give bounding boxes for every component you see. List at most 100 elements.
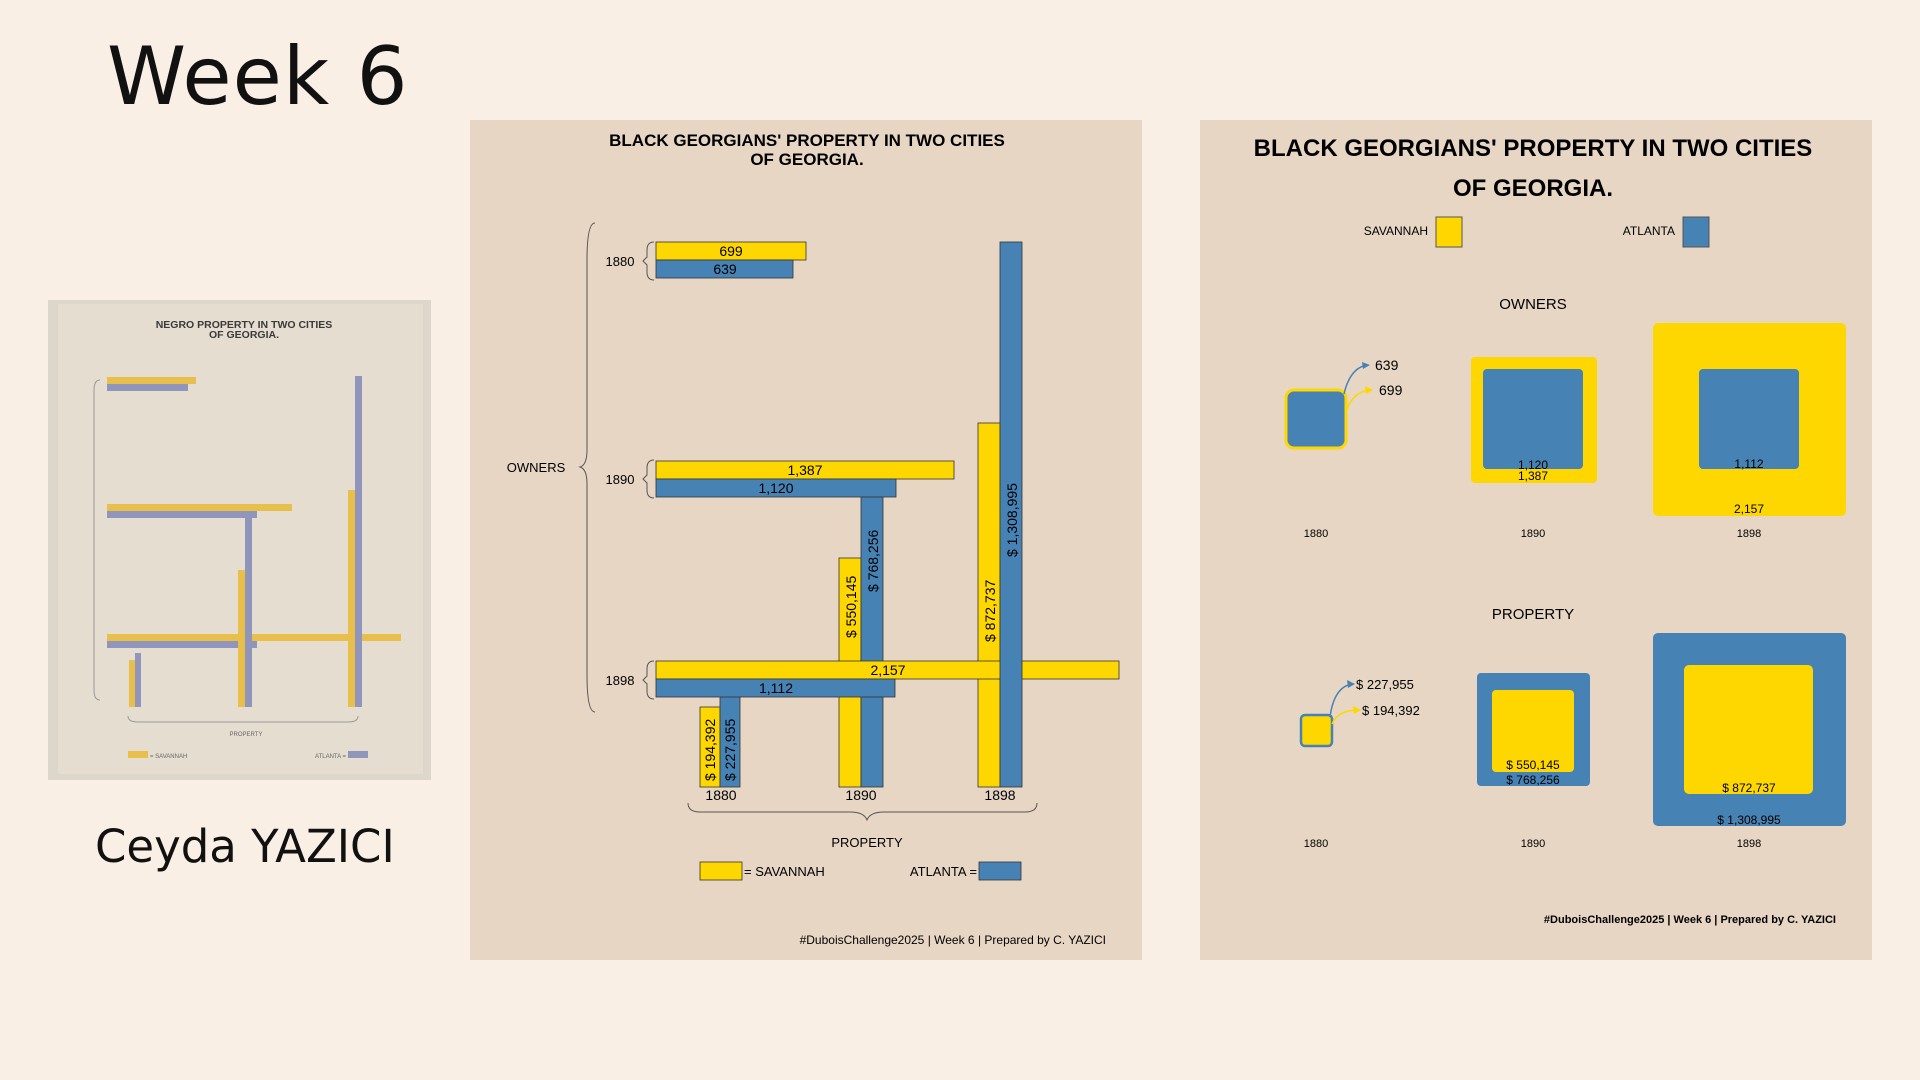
property-label-1880-savannah-r: $ 194,392 (1362, 703, 1420, 718)
owners-label-1890-atlanta-r: 1,120 (1518, 458, 1548, 472)
owners-year-1898: 1898 (606, 673, 635, 688)
owners-label-1898-savannah-r: 2,157 (1734, 502, 1764, 516)
bar-chart-panel: BLACK GEORGIANS' PROPERTY IN TWO CITIES … (470, 120, 1142, 960)
property-label-1890-savannah: $ 550,145 (843, 576, 859, 638)
property-axis-year-1880: 1880 (1304, 838, 1328, 850)
thumbnail-caption: PROPERTY (230, 732, 263, 738)
property-year-1890: 1890 (845, 787, 876, 803)
owners-1880-atlanta-arrow (1343, 364, 1368, 395)
thumb-bar-property-1890-savannah (238, 570, 245, 707)
thumb-brace (93, 379, 101, 701)
property-square-1898-savannah (1684, 665, 1813, 794)
thumb-bar-property-1890-atlanta (245, 511, 252, 707)
bar-chart-svg: BLACK GEORGIANS' PROPERTY IN TWO CITIES … (507, 131, 1120, 947)
property-heading: PROPERTY (1492, 606, 1574, 623)
bar-chart-title-line1: BLACK GEORGIANS' PROPERTY IN TWO CITIES (609, 131, 1005, 150)
thumb-bottom-brace (127, 715, 359, 723)
property-1880-savannah-arrowhead (1353, 706, 1361, 714)
brace-1890 (642, 459, 655, 499)
property-label: PROPERTY (831, 835, 903, 850)
thumb-bar-owners-1898-savannah (107, 634, 401, 641)
thumb-bar-owners-1880-atlanta (107, 384, 188, 391)
property-label-1898-atlanta-r: $ 1,308,995 (1717, 813, 1781, 827)
bar-chart-footer: #DuboisChallenge2025 | Week 6 | Prepared… (800, 933, 1106, 947)
property-year-1880: 1880 (705, 787, 736, 803)
property-year-1898: 1898 (984, 787, 1015, 803)
property-square-1890-savannah (1492, 690, 1574, 772)
square-legend-savannah-swatch (1435, 216, 1463, 248)
legend-savannah-label: = SAVANNAH (744, 864, 825, 879)
thumb-legend-atlanta: ATLANTA = (315, 754, 346, 760)
property-1880-atlanta-arrow (1329, 683, 1353, 718)
thumbnail-title-line2: OF GEORGIA. (209, 329, 279, 341)
thumb-bar-owners-1890-savannah (107, 504, 292, 511)
author-name: Ceyda YAZICI (95, 820, 395, 873)
owners-label-1890-savannah: 1,387 (787, 462, 822, 478)
legend-atlanta-label: ATLANTA = (910, 864, 977, 879)
square-chart-title-line1: BLACK GEORGIANS' PROPERTY IN TWO CITIES (1254, 135, 1813, 162)
owners-axis-year-1890: 1890 (1521, 528, 1545, 540)
thumb-bar-owners-1898-atlanta (107, 641, 257, 648)
square-chart-title-line2: OF GEORGIA. (1453, 175, 1613, 202)
thumbnail-title-line1: NEGRO PROPERTY IN TWO CITIES (156, 319, 333, 331)
square-chart-footer: #DuboisChallenge2025 | Week 6 | Prepared… (1544, 914, 1836, 926)
owners-year-1890: 1890 (606, 472, 635, 487)
property-bar-1890-atlanta (860, 466, 884, 788)
legend-savannah-swatch (699, 861, 743, 881)
property-label-1880-atlanta-r: $ 227,955 (1356, 677, 1414, 692)
property-brace (687, 802, 1038, 822)
owners-bar-1880-atlanta (655, 259, 794, 279)
original-plate-thumbnail: NEGRO PROPERTY IN TWO CITIES OF GEORGIA.… (48, 300, 431, 780)
owners-square-1898-atlanta (1699, 369, 1799, 469)
owners-bar-1890-atlanta (655, 478, 897, 498)
owners-label-1898-atlanta: 1,112 (759, 680, 793, 696)
property-label-1898-atlanta: $ 1,308,995 (1004, 483, 1020, 557)
brace-1898 (642, 660, 655, 700)
owners-1880-atlanta-arrowhead (1362, 362, 1370, 369)
property-axis-year-1898: 1898 (1737, 838, 1761, 850)
owners-bar-1898-atlanta (655, 678, 896, 698)
owners-label-1880-atlanta: 639 (713, 261, 737, 277)
thumb-bar-property-1880-savannah (129, 660, 135, 707)
owners-label-1880-savannah: 699 (719, 243, 743, 259)
owners-square-1890-atlanta (1483, 369, 1583, 469)
owners-axis-year-1898: 1898 (1737, 528, 1761, 540)
square-legend-savannah-label: SAVANNAH (1364, 224, 1428, 238)
square-chart-svg: BLACK GEORGIANS' PROPERTY IN TWO CITIES … (1254, 135, 1846, 926)
thumb-bar-owners-1890-atlanta (107, 511, 257, 518)
owners-heading: OWNERS (1499, 296, 1567, 313)
owners-square-1880 (1284, 388, 1348, 450)
legend-atlanta-swatch (978, 861, 1022, 881)
owners-label-1898-atlanta-r: 1,112 (1734, 457, 1763, 471)
brace-1880 (642, 241, 655, 281)
square-legend-atlanta-swatch (1682, 216, 1710, 248)
owners-brace (578, 222, 596, 713)
thumb-bar-property-1898-savannah (348, 490, 355, 707)
thumbnail-svg: NEGRO PROPERTY IN TWO CITIES OF GEORGIA.… (58, 304, 423, 774)
owners-1880-savannah-arrowhead (1365, 386, 1373, 394)
owners-label-1890-atlanta: 1,120 (758, 480, 793, 496)
property-label-1898-savannah-r: $ 872,737 (1722, 781, 1776, 795)
property-bar-1898-atlanta (999, 241, 1023, 788)
owners-label-1880-atlanta-r: 639 (1375, 357, 1399, 373)
owners-year-1880: 1880 (606, 254, 635, 269)
property-square-1880 (1299, 713, 1334, 748)
square-legend-atlanta-label: ATLANTA (1623, 224, 1675, 238)
property-label-1880-savannah: $ 194,392 (702, 719, 718, 781)
owners-label: OWNERS (507, 460, 566, 475)
thumb-bar-property-1880-atlanta (135, 653, 141, 707)
property-label-1898-savannah: $ 872,737 (982, 580, 998, 642)
owners-label-1898-savannah: 2,157 (870, 662, 905, 678)
owners-axis-year-1880: 1880 (1304, 528, 1328, 540)
thumb-legend-savannah-swatch (128, 751, 148, 758)
thumb-bar-property-1898-atlanta (355, 376, 362, 707)
bar-chart-title-line2: OF GEORGIA. (750, 150, 863, 169)
property-label-1890-atlanta-r: $ 768,256 (1506, 773, 1560, 787)
property-label-1890-atlanta: $ 768,256 (865, 530, 881, 592)
square-chart-panel: BLACK GEORGIANS' PROPERTY IN TWO CITIES … (1200, 120, 1872, 960)
owners-label-1880-savannah-r: 699 (1379, 382, 1403, 398)
thumb-legend-atlanta-swatch (348, 751, 368, 758)
property-axis-year-1890: 1890 (1521, 838, 1545, 850)
property-1880-atlanta-arrowhead (1347, 680, 1355, 688)
property-label-1880-atlanta: $ 227,955 (722, 719, 738, 781)
